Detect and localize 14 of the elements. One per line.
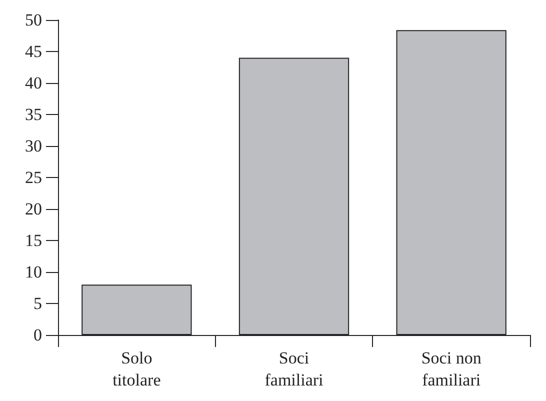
y-tick-label: 35 bbox=[25, 105, 42, 124]
y-tick-label: 25 bbox=[25, 168, 42, 187]
y-tick-label: 10 bbox=[25, 262, 42, 282]
y-tick-label: 20 bbox=[25, 200, 42, 218]
x-tick-label: Soci familiari bbox=[264, 348, 324, 390]
y-tick-label: 40 bbox=[25, 74, 42, 92]
y-tick-label: 50 bbox=[25, 10, 42, 30]
y-tick-label: 0 bbox=[34, 326, 42, 344]
y-tick-label: 5 bbox=[34, 294, 42, 313]
y-tick-label: 30 bbox=[25, 136, 42, 156]
x-tick-label: Solo titolare bbox=[112, 348, 161, 390]
y-tick-label: 15 bbox=[25, 231, 42, 250]
x-tick-label: Soci non familiari bbox=[421, 348, 482, 390]
y-tick-label: 45 bbox=[25, 42, 42, 61]
